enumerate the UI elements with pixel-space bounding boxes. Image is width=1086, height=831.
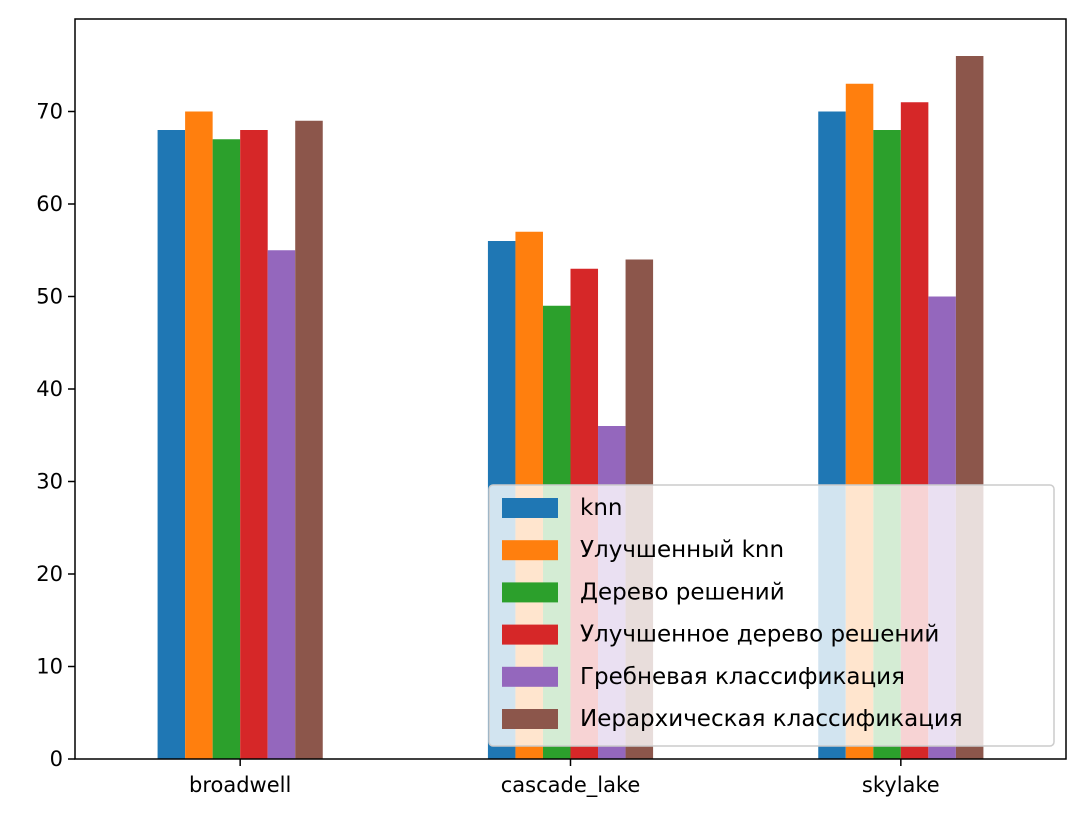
plot-frame — [74, 18, 1067, 760]
y-tick-label: 30 — [36, 470, 63, 494]
legend-label-3: Улучшенное дерево решений — [580, 622, 939, 648]
x-tick-label-cascade_lake: cascade_lake — [501, 773, 641, 798]
legend: knn Улучшенный knn Дерево решений Улучшенно… — [488, 484, 1055, 747]
legend-swatch-0 — [502, 498, 558, 518]
bar-broadwell-1 — [185, 111, 213, 759]
bar-broadwell-0 — [157, 130, 186, 759]
legend-label-4: Гребневая классификация — [580, 664, 905, 690]
x-tick-label-broadwell: broadwell — [189, 773, 291, 797]
y-tick-label: 40 — [36, 377, 63, 401]
bar-broadwell-4 — [267, 250, 296, 759]
bar-broadwell-2 — [212, 139, 241, 759]
legend-label-1: Улучшенный knn — [580, 537, 784, 563]
y-tick-label: 20 — [36, 562, 63, 586]
legend-box — [488, 484, 1055, 747]
legend-swatch-1 — [502, 540, 558, 561]
legend-label-0: knn — [580, 495, 622, 521]
bar-broadwell-3 — [240, 130, 268, 759]
y-tick-label: 60 — [36, 192, 63, 216]
axes-layer: 0 10 20 30 40 50 60 70 broadwell cascade_lake skyl… — [36, 18, 1067, 798]
bar-broadwell-5 — [295, 120, 323, 759]
y-tick-label: 70 — [36, 100, 63, 124]
legend-label-5: Иерархическая классификация — [580, 706, 963, 732]
y-tick-label: 0 — [50, 747, 63, 771]
y-tick-label: 10 — [36, 655, 63, 679]
y-tick-label: 50 — [36, 285, 63, 309]
legend-swatch-4 — [502, 666, 558, 687]
x-tick-label-skylake: skylake — [862, 773, 940, 797]
legend-label-2: Дерево решений — [580, 579, 785, 605]
legend-swatch-5 — [502, 709, 558, 729]
legend-swatch-3 — [502, 624, 558, 645]
legend-swatch-2 — [502, 582, 558, 603]
